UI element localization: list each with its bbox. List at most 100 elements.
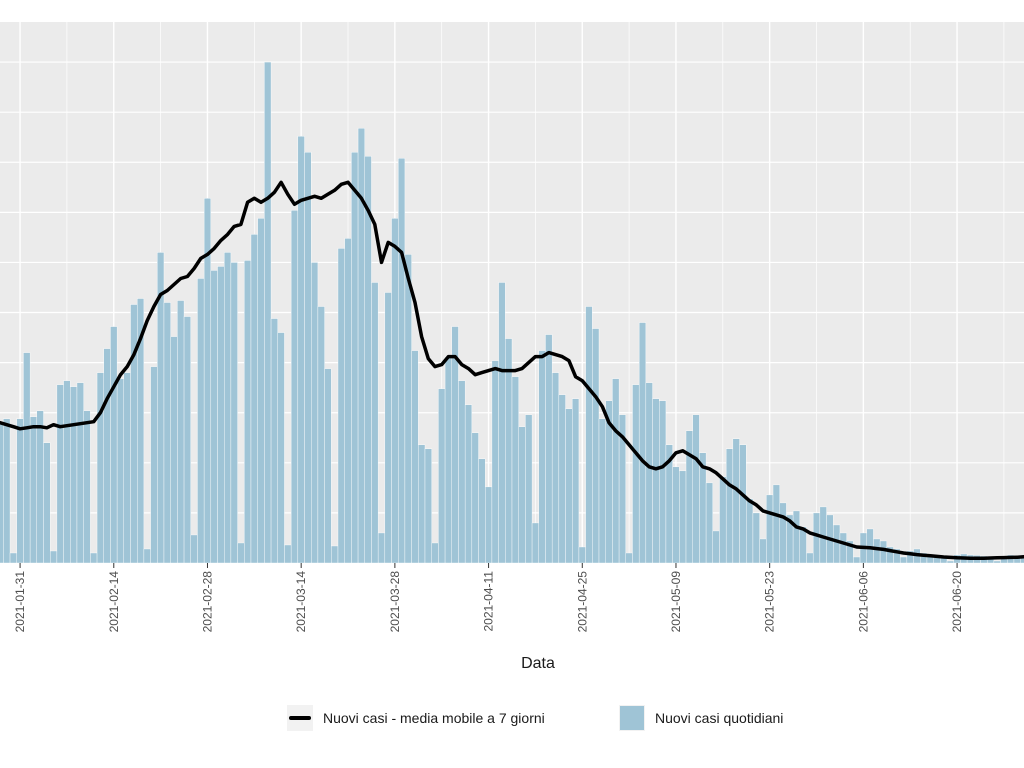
x-tick-label: 2021-06-06 xyxy=(856,571,870,633)
bar-daily-cases xyxy=(799,526,807,564)
bar-daily-cases xyxy=(398,158,406,564)
bar-daily-cases xyxy=(83,410,91,564)
bar-daily-cases xyxy=(3,418,11,564)
bar-daily-cases xyxy=(304,152,312,564)
bar-daily-cases xyxy=(498,282,506,564)
bar-daily-cases xyxy=(752,512,760,564)
bar-daily-cases xyxy=(137,298,145,564)
bar-daily-cases xyxy=(49,550,58,564)
bar-daily-cases xyxy=(284,544,292,564)
bar-daily-cases xyxy=(371,282,379,564)
bar-daily-cases xyxy=(491,360,499,564)
bar-daily-cases xyxy=(538,350,546,564)
bar-daily-cases xyxy=(237,542,245,564)
x-tick-label: 2021-02-14 xyxy=(107,571,121,633)
bar-daily-cases xyxy=(257,218,265,564)
bar-daily-cases xyxy=(250,234,258,564)
bar-daily-cases xyxy=(853,556,861,564)
bar-daily-cases xyxy=(331,545,339,564)
bar-daily-cases xyxy=(899,556,908,564)
x-tick-label: 2021-04-11 xyxy=(482,571,496,632)
bar-daily-cases xyxy=(103,348,111,564)
bar-daily-cases xyxy=(792,510,800,564)
bar-daily-cases xyxy=(324,368,332,564)
bar-daily-cases xyxy=(431,542,439,564)
legend-label-daily-cases: Nuovi casi quotidiani xyxy=(655,710,784,726)
bar-daily-cases xyxy=(558,394,566,564)
bar-daily-cases xyxy=(739,444,747,564)
bar-daily-cases xyxy=(197,278,205,564)
bar-daily-cases xyxy=(43,442,51,564)
bar-daily-cases xyxy=(16,418,24,564)
bar-daily-cases xyxy=(424,448,432,564)
bar-daily-cases xyxy=(96,372,104,564)
x-tick-label: 2021-04-25 xyxy=(575,571,589,633)
x-tick-label: 2021-05-23 xyxy=(763,571,777,633)
legend: Nuovi casi - media mobile a 7 giorni Nuo… xyxy=(0,700,1024,736)
bar-daily-cases xyxy=(29,416,38,564)
legend-key-line xyxy=(287,705,313,731)
bar-daily-cases xyxy=(270,318,278,564)
bar-daily-cases xyxy=(0,422,4,564)
bar-daily-cases xyxy=(210,270,218,564)
bar-daily-cases xyxy=(438,388,446,564)
bar-daily-cases xyxy=(705,482,713,564)
bar-daily-cases xyxy=(478,458,486,564)
bar-daily-cases xyxy=(518,426,526,564)
bar-daily-cases xyxy=(411,350,419,564)
bar-daily-cases xyxy=(344,238,352,564)
bar-daily-cases xyxy=(812,512,821,564)
x-tick-label: 2021-01-31 xyxy=(13,571,27,633)
bar-daily-cases xyxy=(110,326,118,564)
legend-bar-swatch xyxy=(620,706,644,730)
bar-daily-cases xyxy=(116,378,125,564)
covid-cases-chart: 2021-01-31 2021-02-14 2021-02-28 2021-03-14… xyxy=(0,22,1024,672)
bar-daily-cases xyxy=(873,538,881,564)
bar-daily-cases xyxy=(612,378,620,564)
bar-daily-cases xyxy=(9,552,17,564)
bar-daily-cases xyxy=(585,306,593,564)
bar-daily-cases xyxy=(725,448,734,564)
bar-daily-cases xyxy=(679,470,687,564)
x-tick-label: 2021-05-09 xyxy=(669,571,683,633)
legend-item-daily-cases: Nuovi casi quotidiani xyxy=(619,700,783,736)
bar-daily-cases xyxy=(779,502,787,564)
bar-daily-cases xyxy=(531,522,539,564)
x-tick-label: 2021-03-28 xyxy=(388,571,402,633)
bar-daily-cases xyxy=(311,262,319,564)
bar-daily-cases xyxy=(63,380,71,564)
daily-cases-bars xyxy=(0,61,1024,564)
bar-daily-cases xyxy=(464,404,473,564)
bar-daily-cases xyxy=(652,398,660,564)
bar-daily-cases xyxy=(377,532,386,564)
bar-daily-cases xyxy=(766,494,774,564)
bar-daily-cases xyxy=(893,548,901,564)
bar-daily-cases xyxy=(645,382,653,564)
bar-daily-cases xyxy=(277,332,285,564)
bar-daily-cases xyxy=(485,486,493,564)
bar-daily-cases xyxy=(123,372,131,564)
legend-line-swatch xyxy=(289,716,311,720)
bar-daily-cases xyxy=(183,316,191,564)
bar-daily-cases xyxy=(565,408,573,564)
moving-average-line xyxy=(0,180,1024,560)
bar-daily-cases xyxy=(351,152,359,564)
bar-daily-cases xyxy=(190,534,198,564)
bar-daily-cases xyxy=(712,530,720,564)
bar-daily-cases xyxy=(150,366,158,564)
bar-daily-cases xyxy=(391,218,399,564)
bar-daily-cases xyxy=(130,304,138,564)
x-tick-label: 2021-03-14 xyxy=(294,571,308,633)
x-tick-label: 2021-06-20 xyxy=(950,571,964,633)
bar-daily-cases xyxy=(993,560,1001,564)
bar-daily-cases xyxy=(471,432,479,564)
bar-daily-cases xyxy=(833,524,841,564)
bar-daily-cases xyxy=(525,414,533,564)
bar-daily-cases xyxy=(177,300,185,564)
bar-daily-cases xyxy=(23,352,31,564)
bar-daily-cases xyxy=(846,540,854,564)
bar-daily-cases xyxy=(692,414,700,564)
bar-daily-cases xyxy=(806,552,814,564)
bar-daily-cases xyxy=(458,380,466,564)
bar-daily-cases xyxy=(290,210,299,564)
